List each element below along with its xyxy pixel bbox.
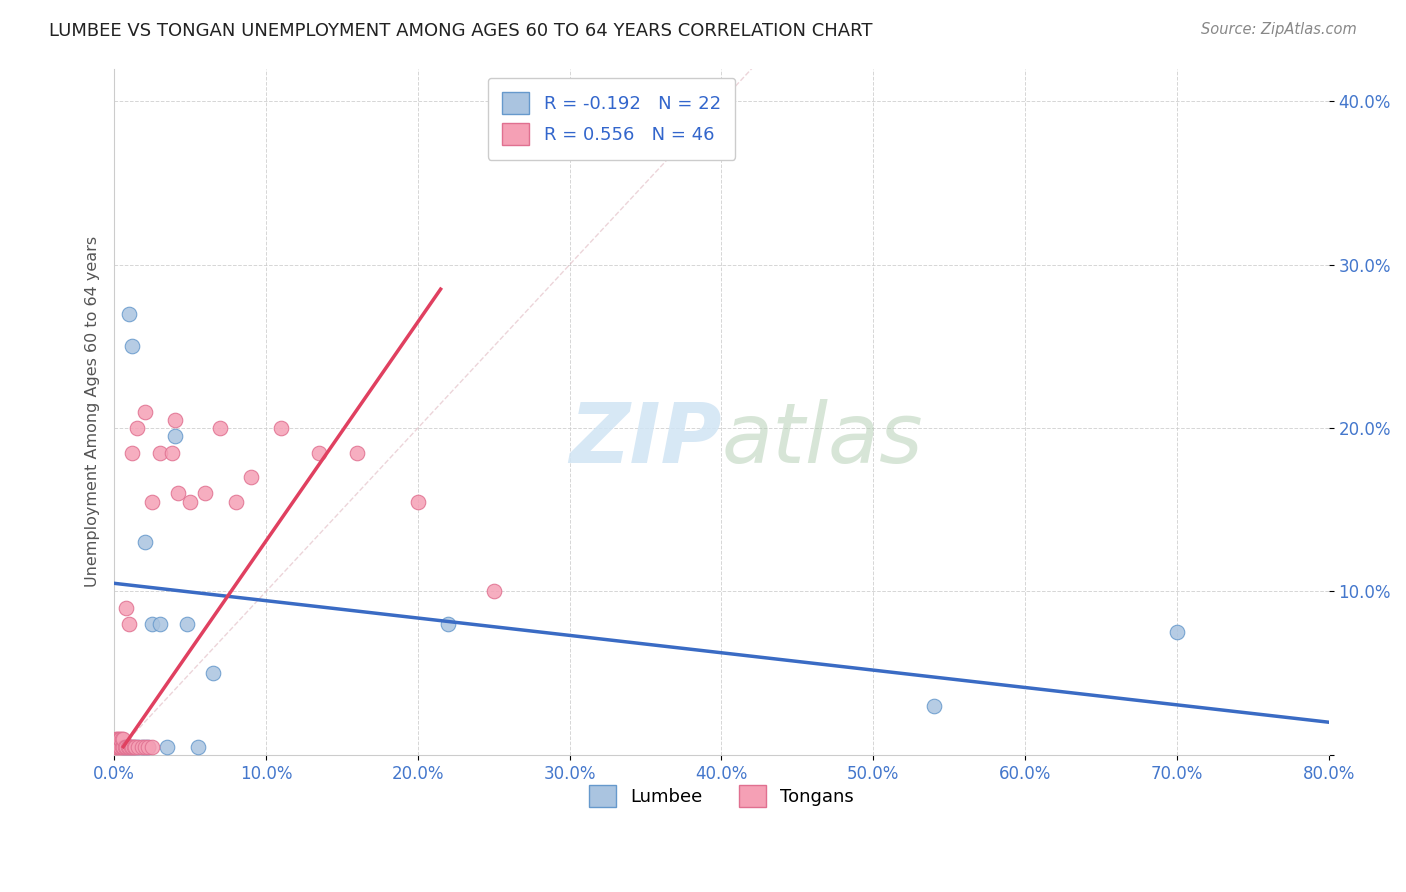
- Point: [112, 731, 135, 746]
- Point: [118, 307, 141, 321]
- Point: [118, 739, 141, 754]
- Point: [104, 731, 127, 746]
- Point: [127, 739, 149, 754]
- Point: [115, 739, 138, 754]
- Point: [120, 739, 142, 754]
- Point: [163, 429, 186, 443]
- Point: [112, 739, 135, 754]
- Point: [107, 739, 129, 754]
- Point: [107, 731, 129, 746]
- Point: [134, 739, 156, 754]
- Point: [167, 486, 190, 500]
- Point: [104, 739, 127, 754]
- Point: [110, 739, 132, 754]
- Point: [127, 739, 149, 754]
- Point: [114, 739, 136, 754]
- Point: [149, 445, 172, 459]
- Point: [156, 739, 179, 754]
- Point: [121, 739, 143, 754]
- Point: [209, 421, 232, 435]
- Point: [179, 494, 201, 508]
- Text: Source: ZipAtlas.com: Source: ZipAtlas.com: [1201, 22, 1357, 37]
- Point: [136, 739, 159, 754]
- Point: [149, 617, 172, 632]
- Point: [201, 666, 224, 681]
- Point: [141, 617, 163, 632]
- Point: [110, 731, 132, 746]
- Point: [134, 535, 156, 549]
- Legend: Lumbee, Tongans: Lumbee, Tongans: [582, 778, 862, 814]
- Point: [141, 494, 163, 508]
- Point: [131, 739, 153, 754]
- Point: [308, 445, 330, 459]
- Point: [118, 617, 141, 632]
- Point: [482, 584, 505, 599]
- Point: [122, 739, 145, 754]
- Point: [225, 494, 247, 508]
- Y-axis label: Unemployment Among Ages 60 to 64 years: Unemployment Among Ages 60 to 64 years: [86, 236, 100, 587]
- Point: [105, 731, 128, 746]
- Point: [922, 698, 945, 713]
- Point: [1166, 625, 1188, 640]
- Point: [131, 739, 153, 754]
- Point: [112, 739, 135, 754]
- Point: [270, 421, 292, 435]
- Point: [163, 413, 186, 427]
- Point: [121, 445, 143, 459]
- Point: [117, 739, 139, 754]
- Point: [121, 739, 143, 754]
- Point: [121, 339, 143, 353]
- Point: [111, 739, 134, 754]
- Point: [111, 731, 134, 746]
- Text: LUMBEE VS TONGAN UNEMPLOYMENT AMONG AGES 60 TO 64 YEARS CORRELATION CHART: LUMBEE VS TONGAN UNEMPLOYMENT AMONG AGES…: [49, 22, 873, 40]
- Point: [125, 421, 148, 435]
- Point: [136, 739, 159, 754]
- Point: [124, 739, 146, 754]
- Point: [134, 739, 156, 754]
- Point: [141, 739, 163, 754]
- Point: [239, 470, 262, 484]
- Text: ZIP: ZIP: [569, 399, 721, 480]
- Point: [103, 739, 125, 754]
- Point: [115, 600, 138, 615]
- Point: [176, 617, 198, 632]
- Point: [187, 739, 209, 754]
- Point: [134, 405, 156, 419]
- Point: [118, 739, 141, 754]
- Point: [160, 445, 183, 459]
- Point: [346, 445, 368, 459]
- Point: [437, 617, 460, 632]
- Point: [194, 486, 217, 500]
- Point: [406, 494, 429, 508]
- Point: [105, 739, 128, 754]
- Point: [124, 739, 146, 754]
- Text: atlas: atlas: [721, 399, 924, 480]
- Point: [115, 739, 138, 754]
